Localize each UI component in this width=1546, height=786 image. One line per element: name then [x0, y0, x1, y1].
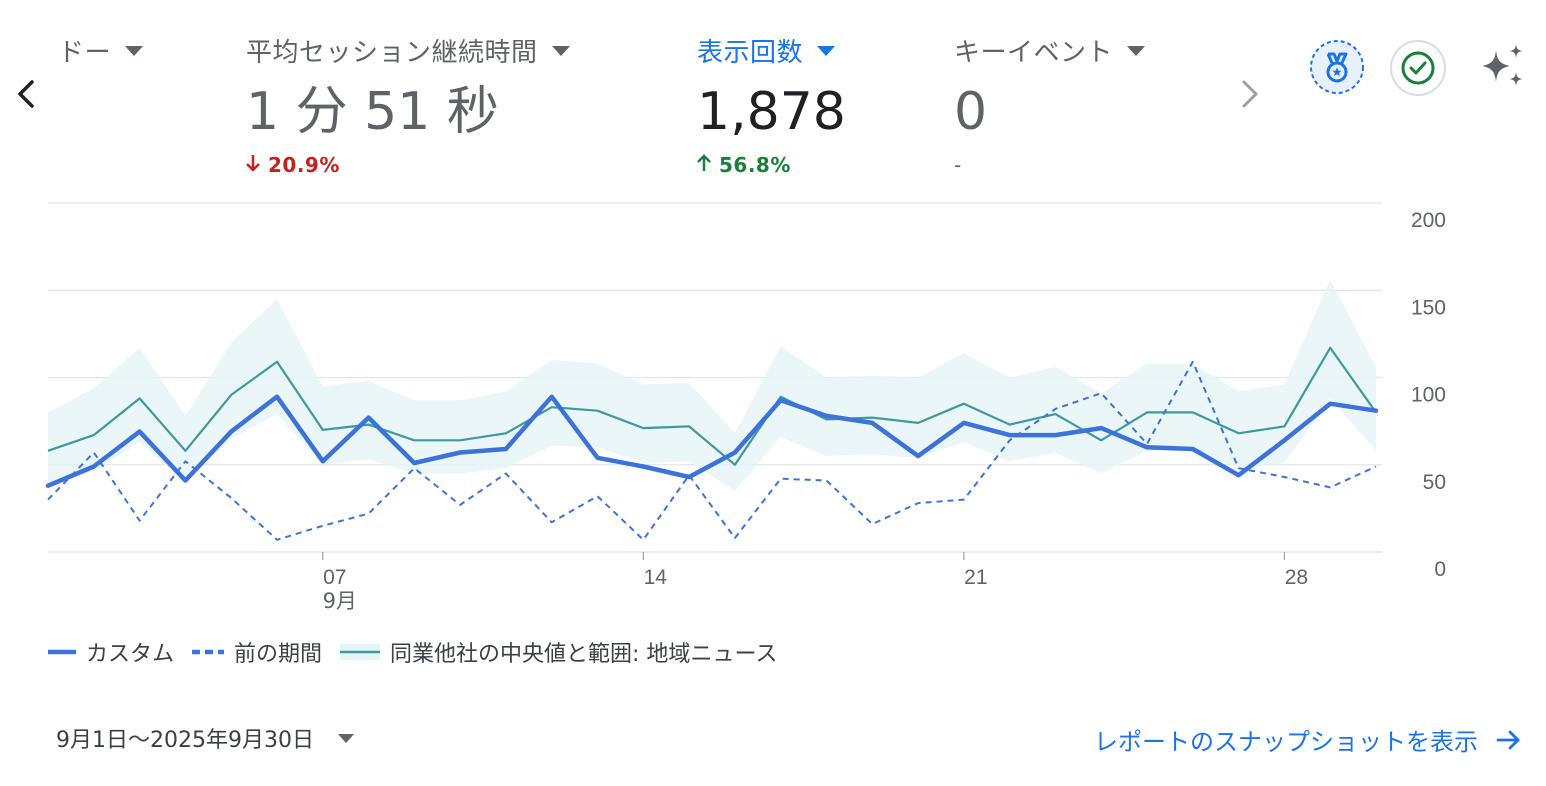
metric-tab-average-session-duration[interactable]: 平均セッション継続時間 1 分 51 秒 20.9% — [246, 32, 570, 177]
metric-tab-2-change-value: 56.8% — [719, 153, 791, 177]
legend-swatch-dashed — [192, 649, 225, 655]
snapshot-link-label: レポートのスナップショットを表示 — [1094, 728, 1478, 756]
arrow-down-icon — [246, 153, 260, 177]
legend-swatch-band — [340, 644, 381, 660]
metric-tab-0[interactable]: ドー — [58, 32, 144, 69]
status-check-button[interactable] — [1389, 39, 1447, 101]
sparkle-icon — [1482, 44, 1523, 86]
metric-tab-1-header: 平均セッション継続時間 — [246, 32, 570, 69]
metric-tab-1-change: 20.9% — [246, 153, 570, 177]
x-tick-label-21: 21 — [964, 566, 987, 589]
legend-item-previous-period[interactable]: 前の期間 — [192, 636, 322, 668]
metric-tab-1-value: 1 分 51 秒 — [246, 82, 499, 142]
chevron-down-icon — [125, 45, 144, 56]
metric-tab-2-header: 表示回数 — [697, 32, 846, 69]
chevron-down-icon — [551, 45, 570, 56]
chevron-down-icon — [337, 733, 354, 743]
benchmark-range-band — [48, 279, 1376, 491]
next-metrics-button[interactable] — [1232, 74, 1268, 114]
metric-tab-views[interactable]: 表示回数 1,878 56.8% — [697, 32, 846, 177]
benchmark-median-line — [47, 346, 1377, 466]
metric-tab-2-label: 表示回数 — [697, 38, 804, 68]
chevron-left-icon — [18, 80, 34, 108]
x-tick-label-28: 28 — [1285, 566, 1308, 589]
chevron-down-icon — [1127, 45, 1146, 56]
arrow-right-icon — [1496, 730, 1520, 749]
metric-tab-1-change-value: 20.9% — [268, 153, 340, 177]
metric-tab-1-label: 平均セッション継続時間 — [246, 38, 538, 68]
benchmark-badge-button[interactable] — [1308, 38, 1366, 100]
date-range-selector[interactable]: 9月1日〜2025年9月30日 — [56, 722, 354, 754]
metric-tab-0-label: ドー — [58, 38, 112, 68]
chart-legend: カスタム 前の期間 同業他社の中央値と範囲: 地域ニュース — [48, 636, 795, 668]
previous-metrics-button[interactable] — [10, 74, 44, 114]
x-tick-sublabel-07: 9月 — [323, 589, 357, 613]
check-circle-icon — [1390, 40, 1446, 96]
metric-tab-2-value: 1,878 — [697, 82, 846, 142]
legend-item-benchmark[interactable]: 同業他社の中央値と範囲: 地域ニュース — [340, 636, 777, 668]
custom-series-line — [45, 394, 1379, 488]
metric-tab-key-events[interactable]: キーイベント 0 - — [954, 32, 1146, 177]
legend-label-custom: カスタム — [86, 642, 175, 667]
y-tick-label-100: 100 — [1411, 384, 1446, 407]
metric-tab-3-change-value: - — [954, 153, 962, 177]
y-tick-label-0: 0 — [1434, 558, 1446, 581]
metric-tab-3-label: キーイベント — [954, 38, 1114, 68]
metric-tab-2-change: 56.8% — [697, 153, 846, 177]
previous-period-line — [47, 360, 1377, 541]
date-range-label: 9月1日〜2025年9月30日 — [56, 728, 314, 753]
medal-badge-icon — [1310, 40, 1364, 94]
metric-tab-3-value: 0 — [954, 82, 988, 142]
x-tick-label-07: 07 — [323, 566, 346, 589]
legend-label-benchmark: 同業他社の中央値と範囲: 地域ニュース — [390, 642, 778, 667]
legend-label-previous-period: 前の期間 — [234, 642, 323, 667]
metric-tab-3-header: キーイベント — [954, 32, 1146, 69]
chevron-right-icon — [1242, 80, 1258, 108]
y-tick-label-200: 200 — [1411, 209, 1446, 232]
metric-tab-3-change: - — [954, 153, 1145, 177]
legend-swatch-solid — [48, 649, 76, 655]
y-tick-label-150: 150 — [1411, 296, 1446, 319]
arrow-up-icon — [697, 153, 711, 177]
y-tick-label-50: 50 — [1423, 471, 1446, 494]
view-report-snapshot-link[interactable]: レポートのスナップショットを表示 — [1094, 722, 1522, 757]
insights-button[interactable] — [1476, 40, 1530, 98]
x-tick-label-14: 14 — [644, 566, 668, 589]
legend-item-custom[interactable]: カスタム — [48, 636, 174, 668]
chevron-down-icon — [817, 45, 836, 56]
metric-tab-0-header: ドー — [58, 32, 144, 69]
